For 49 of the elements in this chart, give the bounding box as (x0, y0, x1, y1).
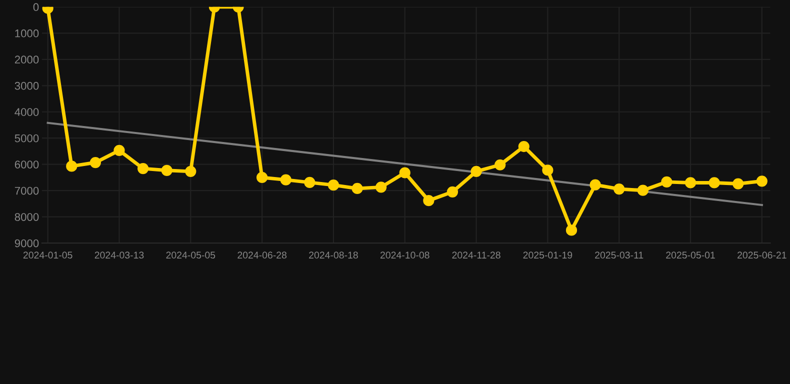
point (161, 164, 172, 176)
point (614, 183, 625, 195)
point (256, 172, 268, 184)
point (446, 186, 458, 198)
y-tick-label: 9000 (14, 239, 39, 248)
y-tick-label: 8000 (14, 213, 39, 221)
point (684, 177, 696, 188)
y-tick-label: 4000 (14, 108, 39, 116)
y-tick-label: 2000 (14, 56, 39, 64)
x-tick-label: 2024-11-28 (452, 252, 500, 259)
y-tick-label: 3000 (14, 82, 39, 90)
point (566, 224, 578, 236)
y-tick-label: 1000 (15, 29, 39, 38)
y-tick-label: 7000 (14, 186, 39, 195)
x-tick-label: 2025-03-11 (595, 252, 644, 259)
point (90, 156, 101, 168)
y-tick-label: 5000 (14, 134, 39, 142)
point (376, 182, 387, 193)
point (542, 164, 554, 176)
point (661, 176, 672, 188)
x-tick-label: 2025-06-21 (738, 252, 786, 259)
point (732, 178, 744, 190)
point (590, 179, 601, 190)
point (518, 140, 530, 152)
point (114, 144, 125, 156)
point (423, 195, 434, 206)
y-tick-label: 6000 (14, 160, 39, 168)
point (708, 177, 720, 188)
point (280, 174, 292, 186)
x-tick-label: 2024-03-13 (94, 252, 144, 259)
x-tick-label: 2024-05-05 (166, 252, 216, 259)
point (494, 159, 506, 170)
point (304, 176, 316, 188)
x-tick-label: 2024-01-05 (23, 252, 72, 259)
point (756, 176, 768, 187)
point (637, 184, 648, 196)
y-tick-label: 0 (33, 3, 39, 12)
x-tick-label: 2024-08-18 (309, 252, 358, 259)
point (399, 167, 410, 178)
point (185, 166, 196, 177)
point (66, 160, 78, 172)
point (470, 166, 482, 177)
x-tick-label: 2024-10-08 (380, 252, 430, 259)
x-tick-label: 2024-06-28 (238, 252, 286, 259)
point (137, 162, 149, 174)
x-tick-label: 2025-05-01 (666, 252, 715, 259)
x-tick-label: 2025-01-19 (523, 252, 572, 259)
point (352, 182, 363, 194)
point (328, 180, 340, 191)
